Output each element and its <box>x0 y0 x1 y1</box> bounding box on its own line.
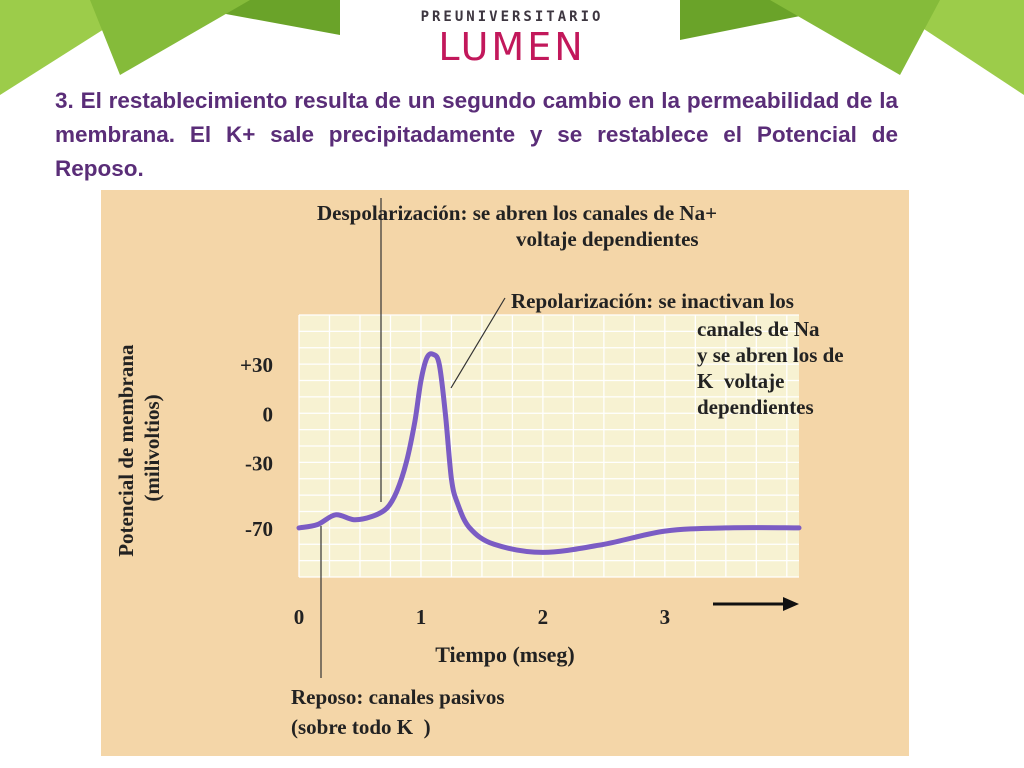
chart-svg: +30 0 -30 -70 0 1 2 3 Tiempo (mseg) Potencial d… <box>114 198 844 739</box>
y-tick-label: -30 <box>245 451 273 475</box>
y-tick-label: +30 <box>240 353 273 377</box>
annotation-repolarizacion-1: Repolarización: se inactivan los <box>511 289 794 313</box>
intro-paragraph: 3. El restablecimiento resulta de un seg… <box>55 84 898 186</box>
logo-preuniversitario: PREUNIVERSITARIO <box>420 9 604 25</box>
annotation-repolarizacion-5: dependientes <box>697 395 814 419</box>
annotation-repolarizacion-4: K voltaje <box>697 369 784 393</box>
tick-labels: +30 0 -30 -70 0 1 2 3 <box>240 353 670 629</box>
y-tick-label: -70 <box>245 517 273 541</box>
y-axis-label-line2: (milivoltios) <box>140 394 164 501</box>
annotation-repolarizacion-3: y se abren los de <box>697 343 844 367</box>
annotation-reposo-1: Reposo: canales pasivos <box>291 685 505 709</box>
x-tick-label: 0 <box>294 605 305 629</box>
time-arrow-head <box>783 597 799 611</box>
annotation-despolarizacion-2: voltaje dependientes <box>516 227 699 251</box>
action-potential-chart: +30 0 -30 -70 0 1 2 3 Tiempo (mseg) Potencial d… <box>101 190 909 756</box>
intro-text: El restablecimiento resulta de un segund… <box>55 88 898 181</box>
intro-number: 3. <box>55 88 74 113</box>
grid-lines <box>298 314 799 578</box>
x-axis-label: Tiempo (mseg) <box>435 642 575 667</box>
x-tick-label: 2 <box>538 605 549 629</box>
logo-lumen: LUMEN <box>438 25 586 69</box>
annotation-repolarizacion-2: canales de Na <box>697 317 820 341</box>
annotation-reposo-2: (sobre todo K ) <box>291 715 431 739</box>
green-shape-left-mid <box>90 0 250 75</box>
action-potential-curve <box>296 351 802 555</box>
y-tick-label: 0 <box>263 402 274 426</box>
x-tick-label: 1 <box>416 605 427 629</box>
annotation-despolarizacion-1: Despolarización: se abren los canales de… <box>317 201 717 225</box>
green-shape-right-mid <box>770 0 940 75</box>
x-tick-label: 3 <box>660 605 671 629</box>
lumen-logo: PREUNIVERSITARIO LUMEN <box>420 8 604 68</box>
y-axis-label: Potencial de membrana (milivoltios) <box>114 339 164 557</box>
y-axis-label-line1: Potencial de membrana <box>114 344 138 557</box>
repolarizacion-leader <box>450 297 506 389</box>
header-decoration <box>0 0 1024 95</box>
